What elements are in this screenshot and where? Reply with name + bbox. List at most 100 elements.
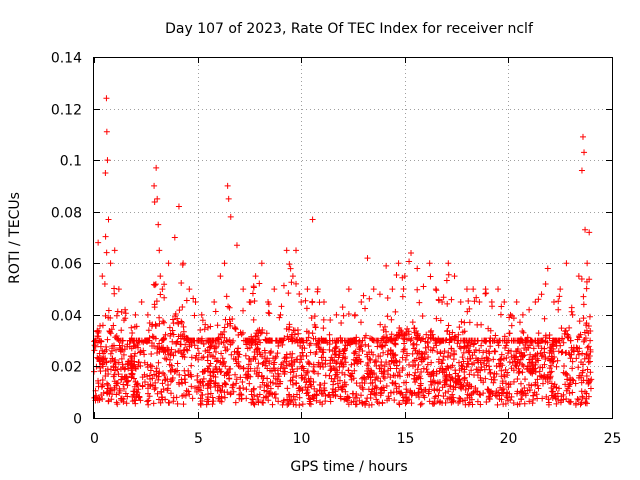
data-point (481, 366, 488, 373)
data-point (426, 398, 433, 405)
data-point (287, 377, 294, 384)
data-point (427, 373, 434, 380)
data-point (283, 247, 290, 254)
data-point (459, 354, 466, 361)
data-point (435, 392, 442, 399)
data-point (224, 389, 231, 396)
data-point (221, 394, 228, 401)
data-point (315, 341, 322, 348)
data-point (144, 361, 151, 368)
data-point (266, 390, 273, 397)
data-point (321, 387, 328, 394)
data-point (256, 369, 263, 376)
data-point (260, 359, 267, 366)
data-point (124, 341, 131, 348)
data-point (156, 340, 163, 347)
data-point (274, 350, 281, 357)
data-point (559, 349, 566, 356)
data-point (268, 337, 275, 344)
data-point (198, 335, 205, 342)
data-point (567, 355, 574, 362)
data-point (421, 394, 428, 401)
data-point (94, 354, 101, 361)
data-point (401, 273, 408, 280)
data-point (137, 362, 144, 369)
data-point (449, 329, 456, 336)
data-point (141, 371, 148, 378)
data-point (345, 286, 352, 293)
data-point (440, 357, 447, 364)
data-point (263, 337, 270, 344)
data-point (229, 315, 236, 322)
data-point (297, 337, 304, 344)
data-point (483, 347, 490, 354)
data-point (249, 290, 256, 297)
y-tick-label: 0.12 (51, 103, 82, 119)
data-point (389, 379, 396, 386)
data-point (364, 395, 371, 402)
data-point (493, 371, 500, 378)
data-point (102, 312, 109, 319)
data-point (227, 390, 234, 397)
data-point (474, 398, 481, 405)
data-point (199, 391, 206, 398)
data-point (139, 383, 146, 390)
data-point (434, 348, 441, 355)
data-point (235, 358, 242, 365)
data-point (107, 350, 114, 357)
data-point (159, 394, 166, 401)
data-point (514, 337, 521, 344)
data-point (91, 338, 98, 345)
data-point (111, 285, 118, 292)
data-point (234, 348, 241, 355)
data-point (435, 358, 442, 365)
data-point (447, 336, 454, 343)
data-point (267, 349, 274, 356)
data-point (565, 398, 572, 405)
data-point (466, 347, 473, 354)
data-point (198, 354, 205, 361)
data-point (233, 380, 240, 387)
data-point (553, 384, 560, 391)
data-point (269, 401, 276, 408)
data-point (476, 347, 483, 354)
data-point (211, 298, 218, 305)
data-point (197, 395, 204, 402)
data-point (448, 364, 455, 371)
data-point (208, 337, 215, 344)
data-point (395, 260, 402, 267)
data-point (578, 388, 585, 395)
data-point (298, 372, 305, 379)
data-point (249, 396, 256, 403)
data-point (558, 325, 565, 332)
data-point (533, 391, 540, 398)
data-point (425, 334, 432, 341)
data-point (128, 360, 135, 367)
data-point (417, 401, 424, 408)
data-point (536, 368, 543, 375)
data-point (450, 386, 457, 393)
data-point (526, 387, 533, 394)
data-point (255, 345, 262, 352)
data-point (462, 386, 469, 393)
data-point (128, 324, 135, 331)
data-point (167, 378, 174, 385)
data-point (393, 389, 400, 396)
data-point (271, 286, 278, 293)
data-point (431, 399, 438, 406)
data-point (396, 401, 403, 408)
data-point (221, 260, 228, 267)
data-point (309, 393, 316, 400)
data-point (582, 399, 589, 406)
data-point (218, 350, 225, 357)
data-point (585, 393, 592, 400)
data-point (490, 379, 497, 386)
data-point (227, 322, 234, 329)
data-point (417, 375, 424, 382)
data-point (265, 383, 272, 390)
data-point (288, 361, 295, 368)
data-point (476, 298, 483, 305)
data-point (376, 400, 383, 407)
data-point (161, 294, 168, 301)
data-point (466, 319, 473, 326)
